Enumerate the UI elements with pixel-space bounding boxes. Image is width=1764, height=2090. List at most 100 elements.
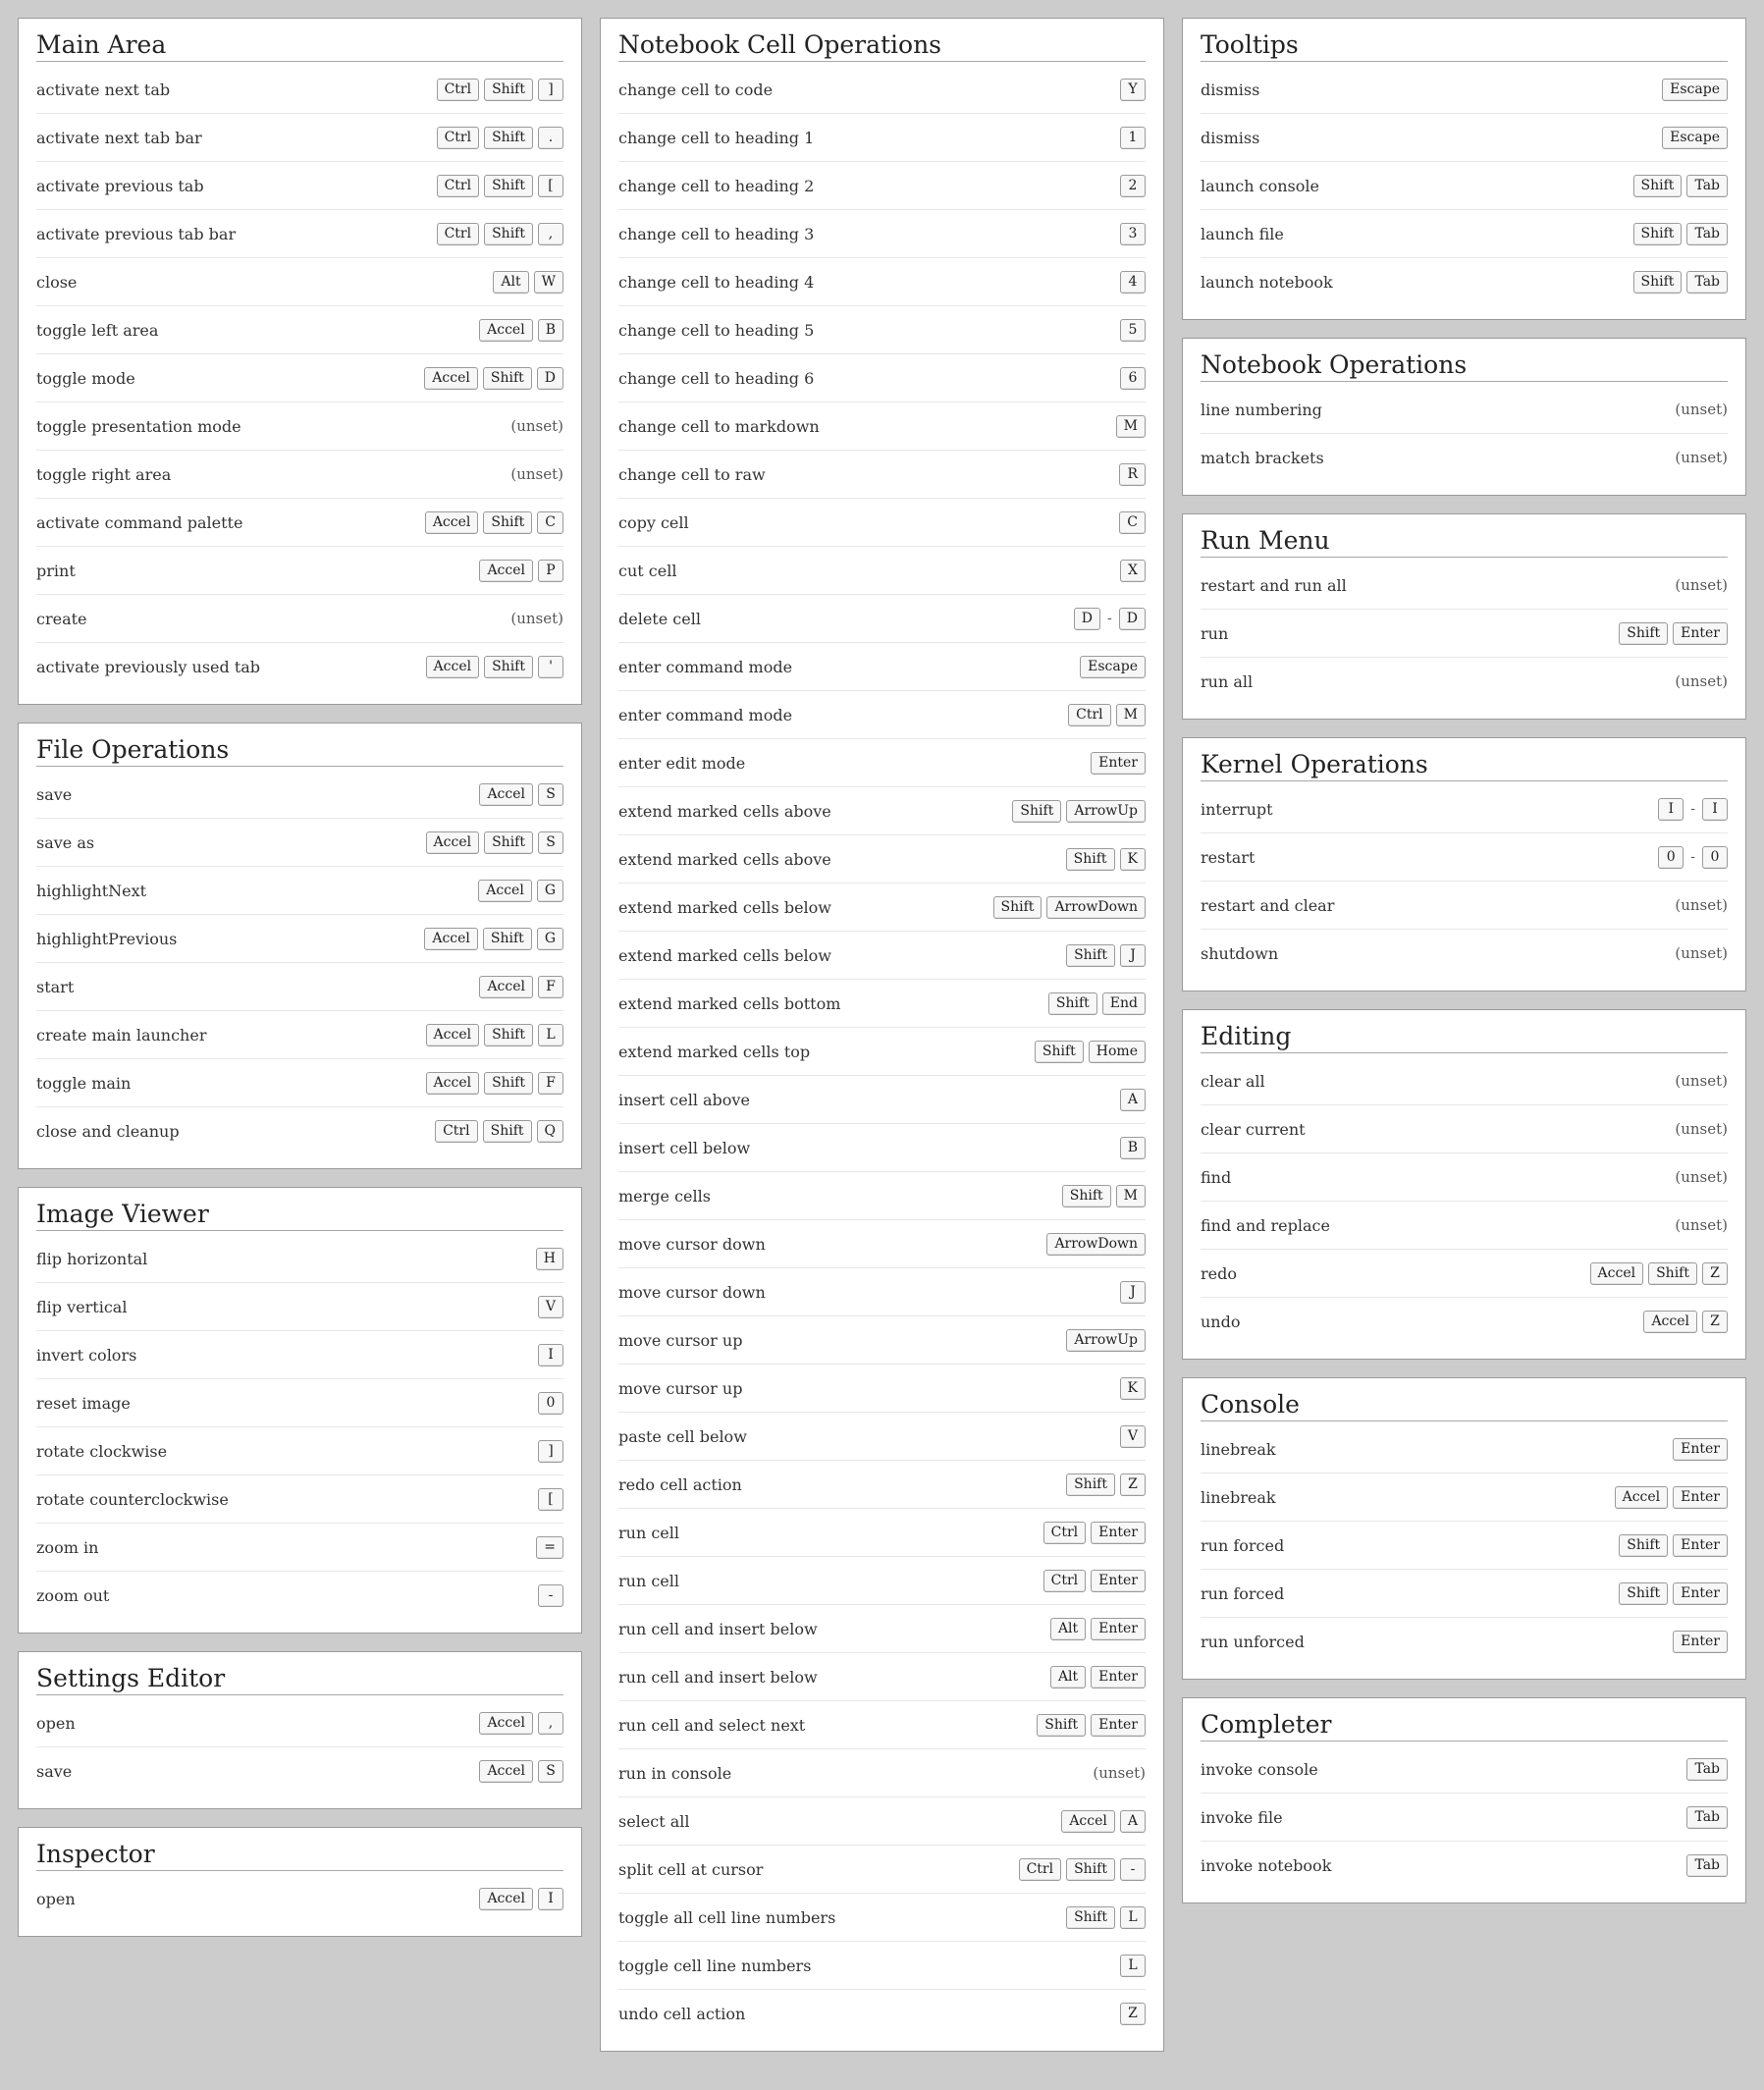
shortcut-row[interactable]: delete cellD-D bbox=[618, 595, 1146, 643]
shortcut-row[interactable]: run all(unset) bbox=[1201, 658, 1728, 705]
shortcut-row[interactable]: highlightNextAccelG bbox=[36, 867, 563, 915]
shortcut-row[interactable]: change cell to heading 11 bbox=[618, 114, 1146, 162]
shortcut-row[interactable]: insert cell belowB bbox=[618, 1124, 1146, 1172]
shortcut-row[interactable]: extend marked cells topShiftHome bbox=[618, 1028, 1146, 1076]
shortcut-row[interactable]: dismissEscape bbox=[1201, 66, 1728, 114]
shortcut-row[interactable]: launch fileShiftTab bbox=[1201, 210, 1728, 258]
shortcut-row[interactable]: change cell to heading 22 bbox=[618, 162, 1146, 210]
shortcut-row[interactable]: interruptI-I bbox=[1201, 785, 1728, 833]
shortcut-row[interactable]: toggle presentation mode(unset) bbox=[36, 402, 563, 451]
shortcut-row[interactable]: run in console(unset) bbox=[618, 1749, 1146, 1797]
shortcut-row[interactable]: create(unset) bbox=[36, 595, 563, 643]
shortcut-row[interactable]: run unforcedEnter bbox=[1201, 1618, 1728, 1665]
shortcut-row[interactable]: restart and clear(unset) bbox=[1201, 882, 1728, 930]
shortcut-row[interactable]: enter edit modeEnter bbox=[618, 739, 1146, 787]
shortcut-row[interactable]: change cell to rawR bbox=[618, 451, 1146, 499]
shortcut-row[interactable]: change cell to heading 66 bbox=[618, 354, 1146, 402]
shortcut-row[interactable]: enter command modeEscape bbox=[618, 643, 1146, 691]
shortcut-row[interactable]: rotate clockwise] bbox=[36, 1427, 563, 1475]
shortcut-row[interactable]: move cursor downArrowDown bbox=[618, 1220, 1146, 1268]
shortcut-row[interactable]: insert cell aboveA bbox=[618, 1076, 1146, 1124]
shortcut-row[interactable]: openAccelI bbox=[36, 1875, 563, 1922]
shortcut-row[interactable]: activate command paletteAccelShiftC bbox=[36, 499, 563, 547]
shortcut-row[interactable]: flip horizontalH bbox=[36, 1235, 563, 1283]
shortcut-row[interactable]: save asAccelShiftS bbox=[36, 819, 563, 867]
shortcut-row[interactable]: move cursor upK bbox=[618, 1365, 1146, 1413]
shortcut-row[interactable]: clear current(unset) bbox=[1201, 1105, 1728, 1153]
shortcut-row[interactable]: enter command modeCtrlM bbox=[618, 691, 1146, 739]
shortcut-row[interactable]: select allAccelA bbox=[618, 1797, 1146, 1846]
shortcut-row[interactable]: restart0-0 bbox=[1201, 833, 1728, 882]
shortcut-row[interactable]: linebreakAccelEnter bbox=[1201, 1474, 1728, 1522]
shortcut-row[interactable]: toggle right area(unset) bbox=[36, 451, 563, 499]
shortcut-row[interactable]: create main launcherAccelShiftL bbox=[36, 1011, 563, 1059]
shortcut-row[interactable]: extend marked cells aboveShiftK bbox=[618, 835, 1146, 884]
shortcut-row[interactable]: copy cellC bbox=[618, 499, 1146, 547]
shortcut-row[interactable]: toggle modeAccelShiftD bbox=[36, 354, 563, 402]
shortcut-row[interactable]: printAccelP bbox=[36, 547, 563, 595]
shortcut-row[interactable]: move cursor upArrowUp bbox=[618, 1316, 1146, 1365]
shortcut-row[interactable]: toggle all cell line numbersShiftL bbox=[618, 1894, 1146, 1942]
shortcut-row[interactable]: invoke consoleTab bbox=[1201, 1745, 1728, 1794]
shortcut-row[interactable]: startAccelF bbox=[36, 963, 563, 1011]
shortcut-row[interactable]: toggle left areaAccelB bbox=[36, 306, 563, 354]
shortcut-row[interactable]: saveAccelS bbox=[36, 771, 563, 819]
shortcut-row[interactable]: run cell and insert belowAltEnter bbox=[618, 1653, 1146, 1701]
shortcut-row[interactable]: match brackets(unset) bbox=[1201, 434, 1728, 481]
shortcut-row[interactable]: closeAltW bbox=[36, 258, 563, 306]
shortcut-row[interactable]: redo cell actionShiftZ bbox=[618, 1461, 1146, 1509]
shortcut-row[interactable]: activate next tabCtrlShift] bbox=[36, 66, 563, 114]
shortcut-row[interactable]: activate previously used tabAccelShift' bbox=[36, 643, 563, 690]
shortcut-row[interactable]: run cell and select nextShiftEnter bbox=[618, 1701, 1146, 1749]
shortcut-row[interactable]: redoAccelShiftZ bbox=[1201, 1250, 1728, 1298]
shortcut-row[interactable]: invoke fileTab bbox=[1201, 1794, 1728, 1842]
shortcut-row[interactable]: change cell to codeY bbox=[618, 66, 1146, 114]
shortcut-row[interactable]: launch notebookShiftTab bbox=[1201, 258, 1728, 305]
shortcut-row[interactable]: rotate counterclockwise[ bbox=[36, 1475, 563, 1524]
shortcut-row[interactable]: openAccel, bbox=[36, 1699, 563, 1747]
shortcut-row[interactable]: toggle cell line numbersL bbox=[618, 1942, 1146, 1990]
shortcut-row[interactable]: extend marked cells belowShiftJ bbox=[618, 932, 1146, 980]
shortcut-row[interactable]: activate previous tab barCtrlShift, bbox=[36, 210, 563, 258]
shortcut-row[interactable]: zoom out- bbox=[36, 1572, 563, 1619]
shortcut-row[interactable]: toggle mainAccelShiftF bbox=[36, 1059, 563, 1107]
shortcut-row[interactable]: clear all(unset) bbox=[1201, 1057, 1728, 1105]
shortcut-row[interactable]: shutdown(unset) bbox=[1201, 930, 1728, 977]
shortcut-row[interactable]: change cell to heading 55 bbox=[618, 306, 1146, 354]
shortcut-row[interactable]: close and cleanupCtrlShiftQ bbox=[36, 1107, 563, 1154]
shortcut-row[interactable]: extend marked cells bottomShiftEnd bbox=[618, 980, 1146, 1028]
shortcut-row[interactable]: find and replace(unset) bbox=[1201, 1202, 1728, 1250]
shortcut-row[interactable]: run cellCtrlEnter bbox=[618, 1509, 1146, 1557]
shortcut-row[interactable]: dismissEscape bbox=[1201, 114, 1728, 162]
shortcut-row[interactable]: restart and run all(unset) bbox=[1201, 562, 1728, 610]
shortcut-row[interactable]: invoke notebookTab bbox=[1201, 1842, 1728, 1889]
shortcut-row[interactable]: highlightPreviousAccelShiftG bbox=[36, 915, 563, 963]
shortcut-row[interactable]: cut cellX bbox=[618, 547, 1146, 595]
shortcut-row[interactable]: run cellCtrlEnter bbox=[618, 1557, 1146, 1605]
shortcut-row[interactable]: split cell at cursorCtrlShift- bbox=[618, 1846, 1146, 1894]
shortcut-row[interactable]: extend marked cells belowShiftArrowDown bbox=[618, 884, 1146, 932]
shortcut-row[interactable]: run forcedShiftEnter bbox=[1201, 1570, 1728, 1618]
shortcut-row[interactable]: change cell to markdownM bbox=[618, 402, 1146, 451]
shortcut-row[interactable]: run forcedShiftEnter bbox=[1201, 1522, 1728, 1570]
shortcut-row[interactable]: move cursor downJ bbox=[618, 1268, 1146, 1316]
shortcut-row[interactable]: line numbering(unset) bbox=[1201, 386, 1728, 434]
shortcut-row[interactable]: reset image0 bbox=[36, 1379, 563, 1427]
shortcut-row[interactable]: invert colorsI bbox=[36, 1331, 563, 1379]
shortcut-row[interactable]: change cell to heading 44 bbox=[618, 258, 1146, 306]
shortcut-row[interactable]: extend marked cells aboveShiftArrowUp bbox=[618, 787, 1146, 835]
shortcut-row[interactable]: launch consoleShiftTab bbox=[1201, 162, 1728, 210]
shortcut-row[interactable]: find(unset) bbox=[1201, 1153, 1728, 1202]
shortcut-row[interactable]: activate previous tabCtrlShift[ bbox=[36, 162, 563, 210]
shortcut-row[interactable]: activate next tab barCtrlShift. bbox=[36, 114, 563, 162]
shortcut-row[interactable]: change cell to heading 33 bbox=[618, 210, 1146, 258]
shortcut-row[interactable]: paste cell belowV bbox=[618, 1413, 1146, 1461]
shortcut-row[interactable]: undo cell actionZ bbox=[618, 1990, 1146, 2037]
shortcut-row[interactable]: merge cellsShiftM bbox=[618, 1172, 1146, 1220]
shortcut-row[interactable]: saveAccelS bbox=[36, 1747, 563, 1795]
shortcut-row[interactable]: flip verticalV bbox=[36, 1283, 563, 1331]
shortcut-row[interactable]: zoom in= bbox=[36, 1524, 563, 1572]
shortcut-row[interactable]: linebreakEnter bbox=[1201, 1425, 1728, 1474]
shortcut-row[interactable]: runShiftEnter bbox=[1201, 610, 1728, 658]
shortcut-row[interactable]: undoAccelZ bbox=[1201, 1298, 1728, 1345]
